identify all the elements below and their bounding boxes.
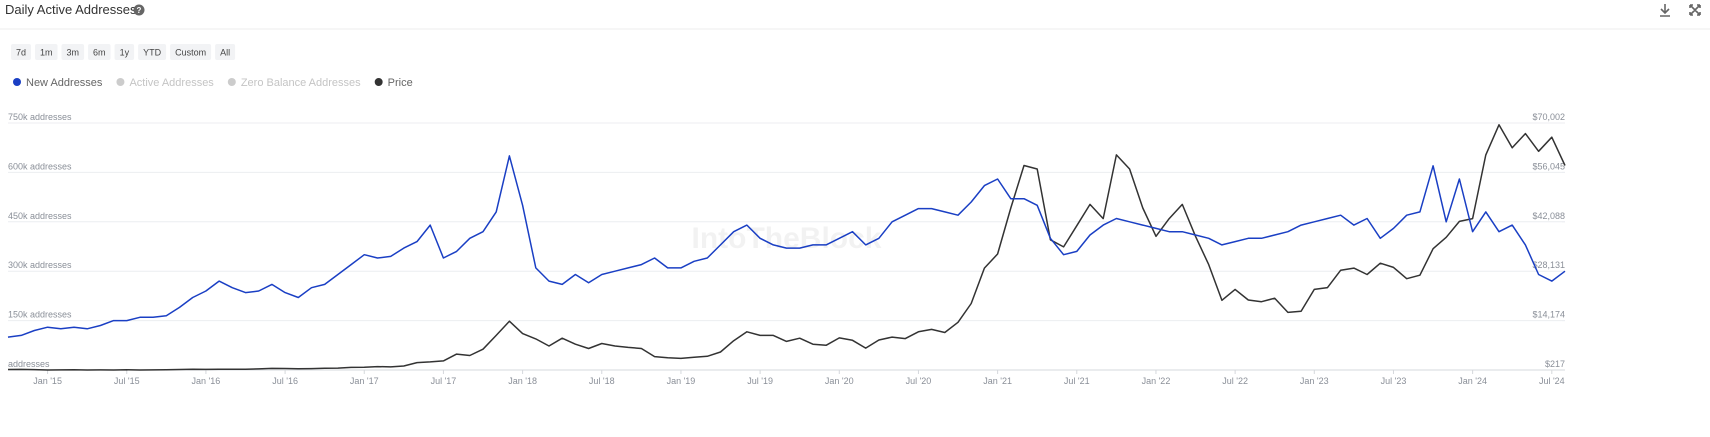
watermark: IntoTheBlock <box>691 222 881 255</box>
x-tick-label: Jul '22 <box>1222 376 1248 386</box>
range-button[interactable]: All <box>215 44 236 60</box>
x-tick-label: Jul '15 <box>114 376 140 386</box>
y-tick-label: 300k addresses <box>8 260 72 270</box>
range-button-label: 1m <box>40 48 53 58</box>
help-icon[interactable]: ? <box>133 4 145 16</box>
range-button-bg <box>88 44 111 60</box>
expand-icon[interactable] <box>1689 4 1701 16</box>
range-button[interactable]: Custom <box>170 44 212 60</box>
legend-swatch <box>116 78 125 86</box>
legend-label: Active Addresses <box>129 77 214 89</box>
legend-label: New Addresses <box>26 77 103 89</box>
x-tick-label: Jan '20 <box>825 376 854 386</box>
range-button-bg <box>215 44 236 60</box>
legend-item[interactable]: Active Addresses <box>116 77 214 89</box>
y-tick-label: 600k addresses <box>8 161 72 171</box>
range-button[interactable]: 7d <box>11 44 32 60</box>
x-tick-label: Jul '18 <box>589 376 615 386</box>
x-tick-label: Jul '20 <box>906 376 932 386</box>
x-tick-label: Jan '16 <box>192 376 221 386</box>
x-tick-label: Jul '24 <box>1539 376 1565 386</box>
y-tick-label: 450k addresses <box>8 211 72 221</box>
range-button-label: 6m <box>93 48 106 58</box>
y2-tick-label: $28,131 <box>1532 260 1565 270</box>
legend-item[interactable]: Price <box>374 77 413 89</box>
range-button-label: 7d <box>16 48 26 58</box>
range-button-label: YTD <box>143 48 162 58</box>
series-line <box>7 155 1566 338</box>
x-tick-label: Jan '23 <box>1300 376 1329 386</box>
legend-swatch <box>13 78 21 86</box>
series-line <box>7 124 1566 371</box>
y-tick-label: 150k addresses <box>8 310 72 320</box>
x-tick-label: Jan '18 <box>508 376 537 386</box>
y2-tick-label: $14,174 <box>1532 310 1565 320</box>
x-tick-label: Jul '19 <box>747 376 773 386</box>
legend-swatch <box>227 78 236 86</box>
range-button[interactable]: 1y <box>114 44 135 60</box>
range-button-bg <box>11 44 32 60</box>
y-tick-label: 750k addresses <box>8 112 72 122</box>
range-button[interactable]: 6m <box>88 44 111 60</box>
legend-label: Price <box>388 77 413 89</box>
x-tick-label: Jul '16 <box>272 376 298 386</box>
x-tick-label: Jan '19 <box>667 376 696 386</box>
y-tick-label: addresses <box>8 359 50 369</box>
range-button-bg <box>61 44 85 60</box>
x-tick-label: Jul '17 <box>431 376 457 386</box>
range-button-bg <box>138 44 167 60</box>
y2-tick-label: $217 <box>1545 359 1565 369</box>
x-tick-label: Jan '21 <box>983 376 1012 386</box>
range-button-bg <box>35 44 58 60</box>
range-button-label: 1y <box>120 48 130 58</box>
chart-title: Daily Active Addresses <box>5 2 137 17</box>
x-tick-label: Jul '23 <box>1381 376 1407 386</box>
range-button[interactable]: YTD <box>138 44 167 60</box>
y2-tick-label: $56,045 <box>1532 161 1565 171</box>
legend-label: Zero Balance Addresses <box>241 77 361 89</box>
y2-tick-label: $70,002 <box>1532 112 1565 122</box>
range-button-bg <box>114 44 135 60</box>
y2-tick-label: $42,088 <box>1532 211 1565 221</box>
legend-item[interactable]: Zero Balance Addresses <box>227 77 361 89</box>
range-button-label: 3m <box>67 48 80 58</box>
svg-text:?: ? <box>137 6 142 15</box>
download-icon[interactable] <box>1660 4 1670 17</box>
range-button-label: Custom <box>175 48 206 58</box>
legend-item[interactable]: New Addresses <box>13 77 103 89</box>
range-button[interactable]: 3m <box>61 44 85 60</box>
legend-swatch <box>374 78 383 86</box>
x-tick-label: Jan '24 <box>1458 376 1487 386</box>
range-button-label: All <box>220 48 230 58</box>
x-tick-label: Jan '15 <box>33 376 62 386</box>
x-tick-label: Jan '17 <box>350 376 379 386</box>
x-tick-label: Jan '22 <box>1142 376 1171 386</box>
x-tick-label: Jul '21 <box>1064 376 1090 386</box>
range-button-bg <box>170 44 212 60</box>
range-button[interactable]: 1m <box>35 44 58 60</box>
